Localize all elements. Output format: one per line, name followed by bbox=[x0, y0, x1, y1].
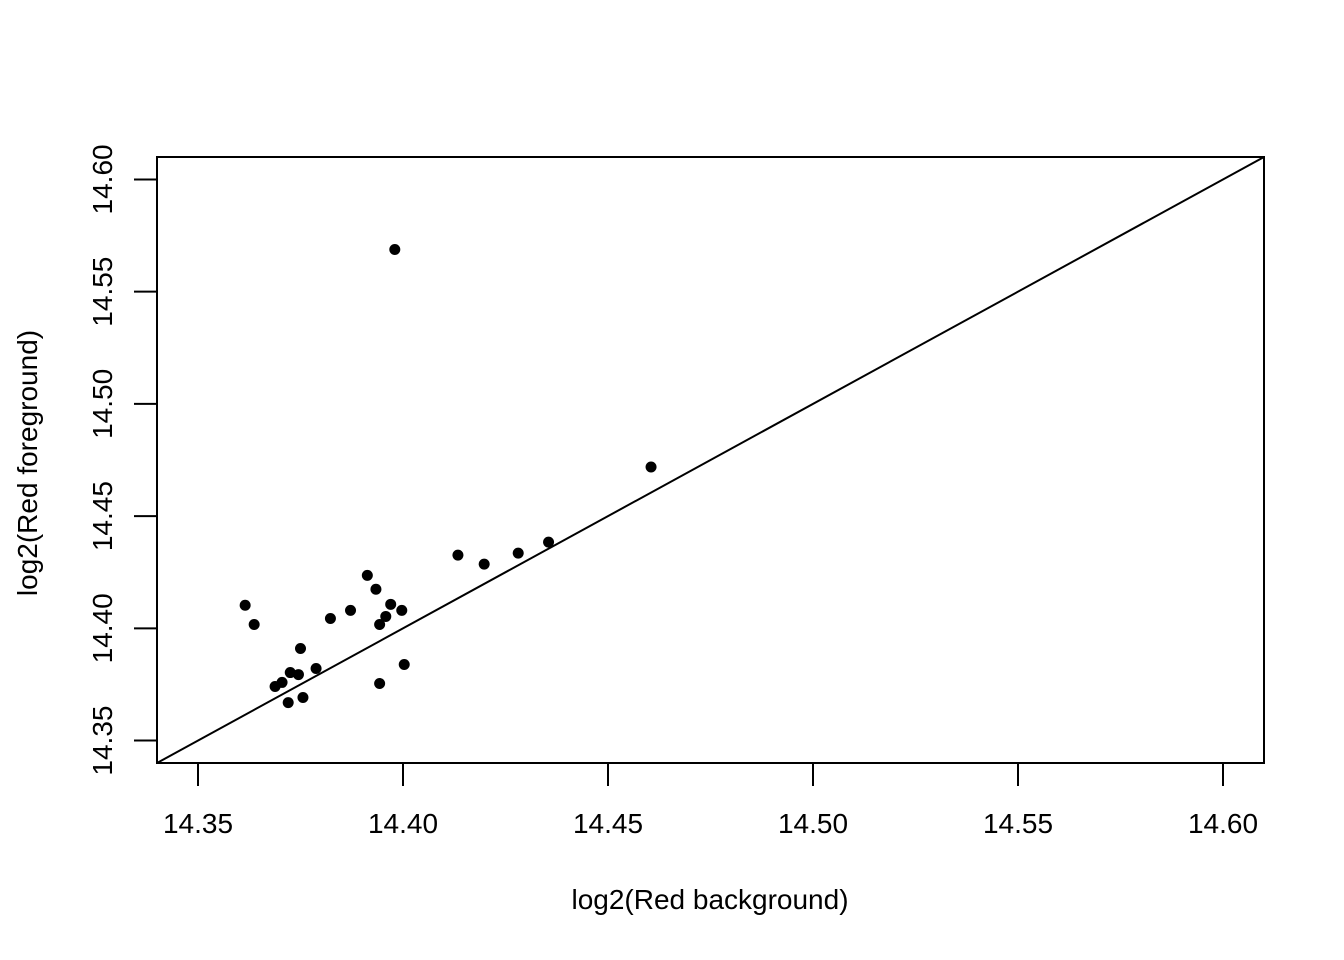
data-point bbox=[292, 669, 304, 681]
data-point bbox=[396, 604, 408, 616]
y-tick-label: 14.35 bbox=[87, 706, 118, 776]
data-point bbox=[295, 643, 306, 655]
x-tick-label: 14.35 bbox=[163, 808, 233, 839]
data-point bbox=[239, 599, 251, 611]
y-tick-label: 14.55 bbox=[87, 257, 118, 327]
identity-line-layer bbox=[156, 156, 1265, 764]
data-point bbox=[248, 619, 260, 631]
x-tick-label: 14.60 bbox=[1188, 808, 1258, 839]
data-point bbox=[380, 610, 392, 622]
data-point bbox=[645, 461, 657, 473]
y-tick-label: 14.60 bbox=[87, 144, 118, 214]
y-tick-label: 14.50 bbox=[87, 369, 118, 439]
data-point bbox=[543, 536, 555, 548]
y-axis-title: log2(Red foreground) bbox=[12, 330, 43, 596]
data-point bbox=[512, 547, 524, 559]
x-tick-label: 14.50 bbox=[778, 808, 848, 839]
data-point bbox=[389, 243, 401, 255]
x-axis: 14.35 14.40 14.45 14.50 14.55 14.60 bbox=[163, 762, 1258, 839]
data-point bbox=[374, 619, 386, 631]
data-point bbox=[297, 691, 309, 703]
data-point bbox=[398, 658, 410, 670]
x-tick-label: 14.40 bbox=[368, 808, 438, 839]
data-point bbox=[385, 598, 397, 610]
identity-line bbox=[156, 156, 1265, 764]
data-point bbox=[276, 676, 288, 688]
y-tick-label: 14.40 bbox=[87, 593, 118, 663]
y-axis: 14.35 14.40 14.45 14.50 14.55 14.60 bbox=[87, 144, 158, 776]
x-tick-label: 14.55 bbox=[983, 808, 1053, 839]
data-point bbox=[324, 612, 336, 624]
data-point bbox=[478, 558, 490, 570]
data-point bbox=[374, 678, 386, 690]
data-point bbox=[452, 549, 464, 561]
y-tick-label: 14.45 bbox=[87, 481, 118, 551]
data-point bbox=[310, 663, 322, 675]
data-point bbox=[361, 569, 373, 581]
data-point bbox=[370, 583, 382, 595]
x-axis-title: log2(Red background) bbox=[571, 884, 848, 915]
x-tick-label: 14.45 bbox=[573, 808, 643, 839]
data-points bbox=[239, 243, 657, 709]
data-point bbox=[282, 697, 294, 709]
data-point bbox=[345, 604, 357, 616]
